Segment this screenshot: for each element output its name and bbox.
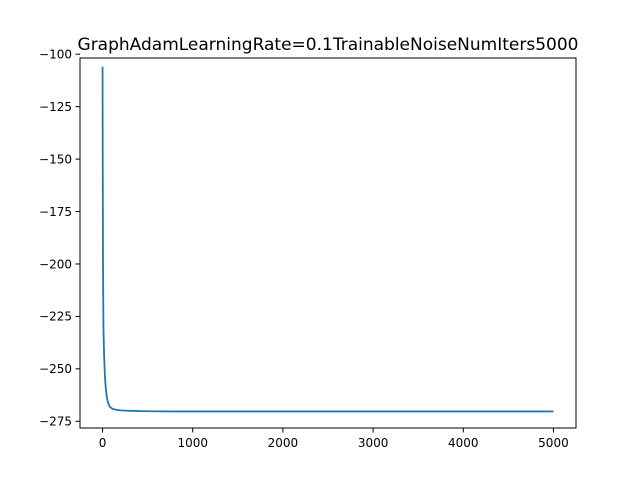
y-tick-label: −275 bbox=[39, 415, 72, 429]
plot-frame bbox=[79, 57, 577, 429]
x-tick-label: 5000 bbox=[538, 436, 569, 450]
x-tick-label: 3000 bbox=[358, 436, 389, 450]
y-tick-label: −125 bbox=[39, 100, 72, 114]
x-tick-label: 1000 bbox=[177, 436, 208, 450]
x-tick-label: 4000 bbox=[448, 436, 479, 450]
series-line-1 bbox=[101, 66, 554, 413]
chart-title: GraphAdamLearningRate=0.1TrainableNoiseN… bbox=[78, 35, 579, 55]
x-tick-label: 2000 bbox=[268, 436, 299, 450]
y-tick-label: −175 bbox=[39, 205, 72, 219]
x-axis: 0 1000 2000 3000 4000 5000 bbox=[99, 428, 569, 450]
y-tick-label: −250 bbox=[39, 362, 72, 376]
series-layer bbox=[101, 66, 554, 413]
x-tick-label: 0 bbox=[99, 436, 107, 450]
y-tick-label: −100 bbox=[39, 48, 72, 62]
y-tick-label: −150 bbox=[39, 152, 72, 166]
y-axis: −100 −125 −150 −175 −200 −225 −250 −275 bbox=[39, 48, 80, 429]
y-tick-label: −200 bbox=[39, 257, 72, 271]
y-tick-label: −225 bbox=[39, 310, 72, 324]
plot-area: 0 1000 2000 3000 4000 5000 −100 −125 −150 −175 −2… bbox=[39, 48, 577, 450]
